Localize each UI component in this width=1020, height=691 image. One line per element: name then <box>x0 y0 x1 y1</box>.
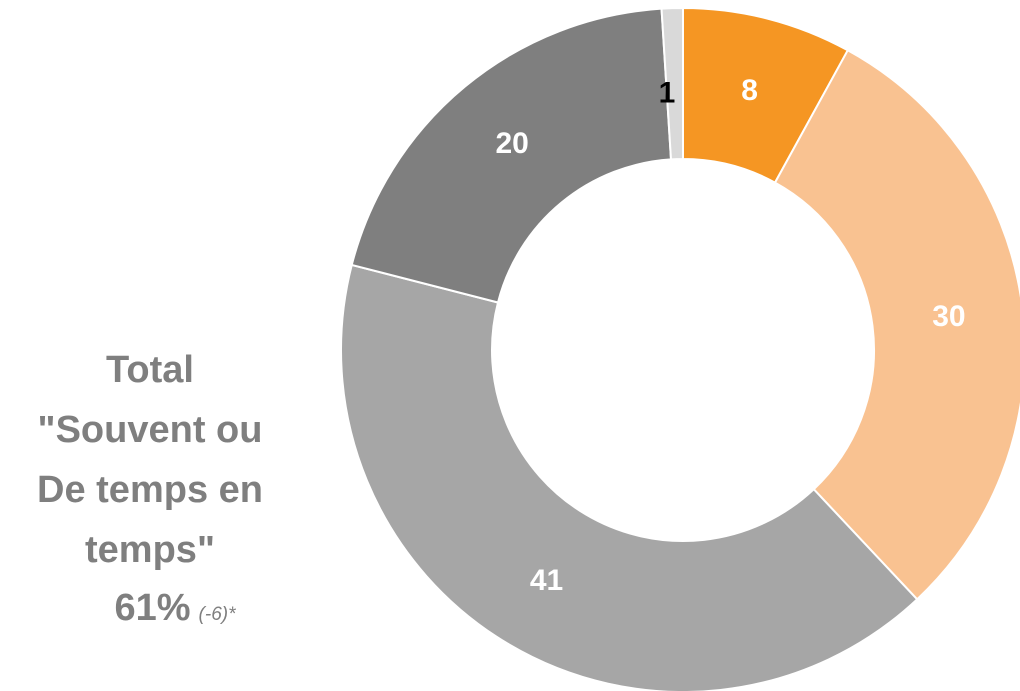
donut-slice-label-41: 41 <box>530 564 563 597</box>
total-heading-line: temps" <box>85 529 215 571</box>
donut-slice-41 <box>340 263 919 691</box>
total-change: (-6)* <box>198 604 236 625</box>
donut-slice-20 <box>350 7 673 304</box>
donut-slice-label-1: 1 <box>659 77 676 110</box>
total-summary: Total "Souvent ou De temps en temps" 61%… <box>0 340 300 639</box>
donut-slice-30 <box>773 48 1020 601</box>
donut-slice-1 <box>660 6 684 161</box>
total-value-row: 61% (-6)* <box>0 584 300 639</box>
total-heading: Total "Souvent ou De temps en temps" <box>0 340 300 580</box>
total-heading-line: "Souvent ou <box>37 409 263 451</box>
donut-slice-label-8: 8 <box>741 74 758 107</box>
donut-slice-label-30: 30 <box>932 300 965 333</box>
total-value: 61% <box>114 587 191 629</box>
donut-slice-label-20: 20 <box>495 127 528 160</box>
total-heading-line: De temps en <box>37 469 263 511</box>
total-heading-line: Total <box>106 349 194 391</box>
